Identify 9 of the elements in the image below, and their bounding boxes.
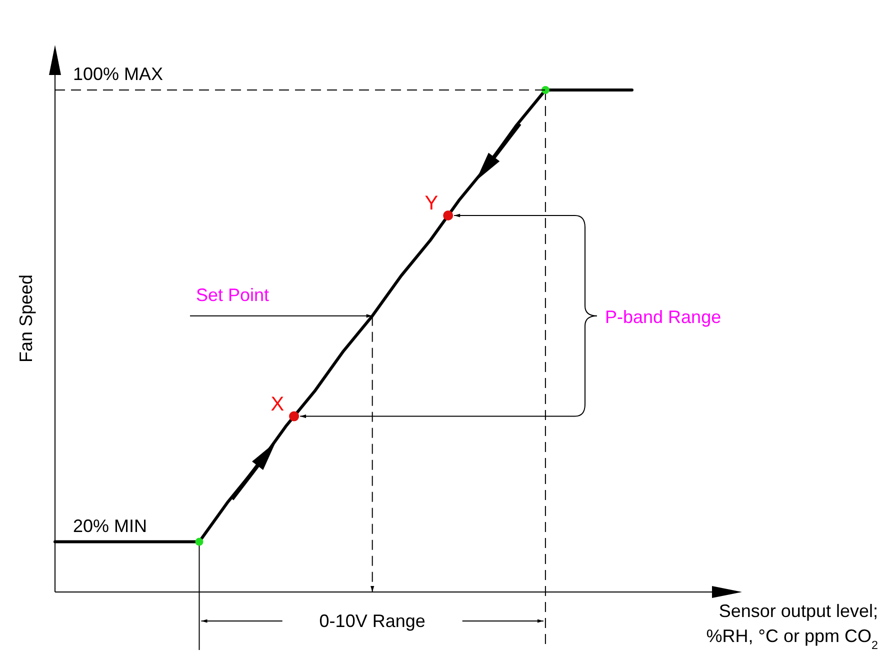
y-axis-title: Fan Speed [16, 274, 36, 363]
text: 0-10V Range [319, 611, 426, 631]
ref-line-label: Set Point [196, 284, 270, 305]
annotation: 20% MIN [73, 516, 148, 536]
ref-line-label: Y [424, 192, 438, 214]
ref-line-label: X [270, 393, 284, 416]
annotation: P-band Range [605, 306, 722, 327]
ref-line-label: 100% MAX [73, 64, 164, 84]
text: Sensor output level; %RH, °C or ppm CO$_{2}$ [706, 601, 878, 652]
